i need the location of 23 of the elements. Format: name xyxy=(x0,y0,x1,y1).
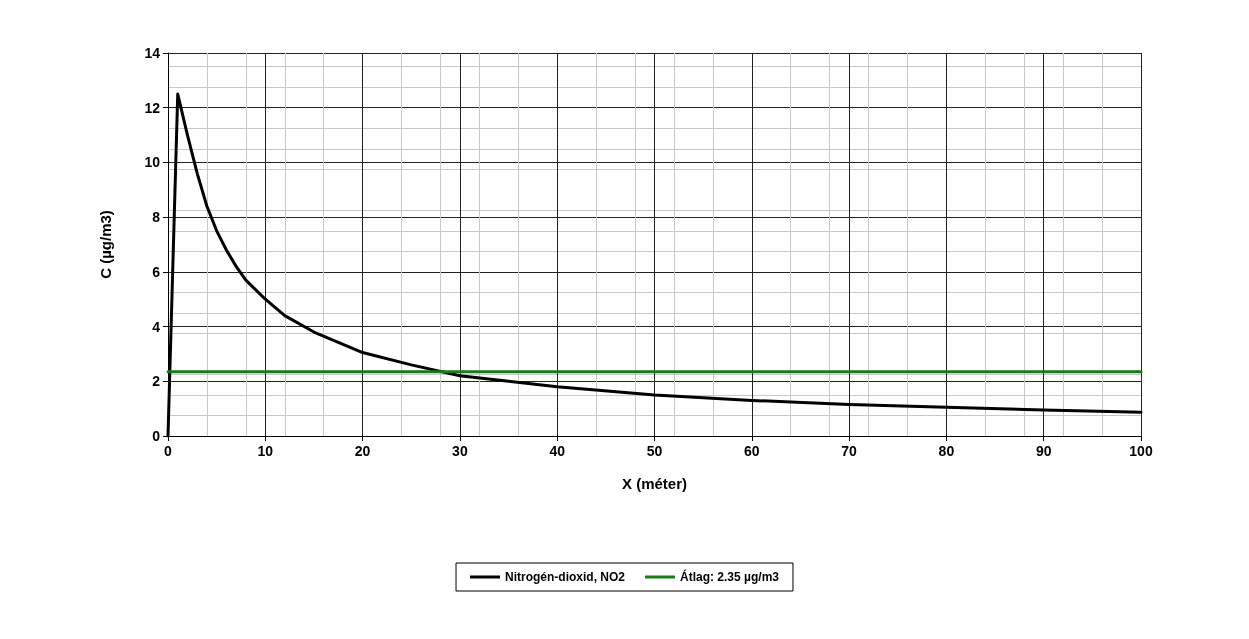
x-tick-label: 100 xyxy=(1129,443,1153,459)
y-tick-label: 14 xyxy=(144,45,161,61)
x-tick-label: 90 xyxy=(1035,443,1052,459)
x-tick-label: 30 xyxy=(452,443,468,459)
x-tick-label: 50 xyxy=(646,443,663,459)
y-axis-title: C (µg/m3) xyxy=(97,210,114,279)
y-tick-label: 12 xyxy=(144,99,161,116)
x-tick-label: 40 xyxy=(549,443,566,459)
y-tick-label: 4 xyxy=(152,318,161,335)
x-tick-label: 10 xyxy=(257,443,274,459)
y-tick-label: 0 xyxy=(152,428,161,444)
x-axis-title: X (méter) xyxy=(621,475,688,492)
legend-label: Nitrogén-dioxid, NO2 xyxy=(505,570,626,584)
y-tick-label: 2 xyxy=(152,373,161,390)
x-tick-label: 60 xyxy=(744,443,760,459)
x-tick-label: 70 xyxy=(841,443,858,459)
x-tick-label: 80 xyxy=(938,443,955,459)
x-tick-label: 0 xyxy=(164,443,173,459)
x-tick-label: 20 xyxy=(354,443,371,459)
y-tick-label: 6 xyxy=(152,263,161,280)
legend-label: Átlag: 2.35 µg/m3 xyxy=(680,569,780,584)
y-tick-label: 10 xyxy=(144,154,161,171)
y-tick-label: 8 xyxy=(152,209,161,226)
